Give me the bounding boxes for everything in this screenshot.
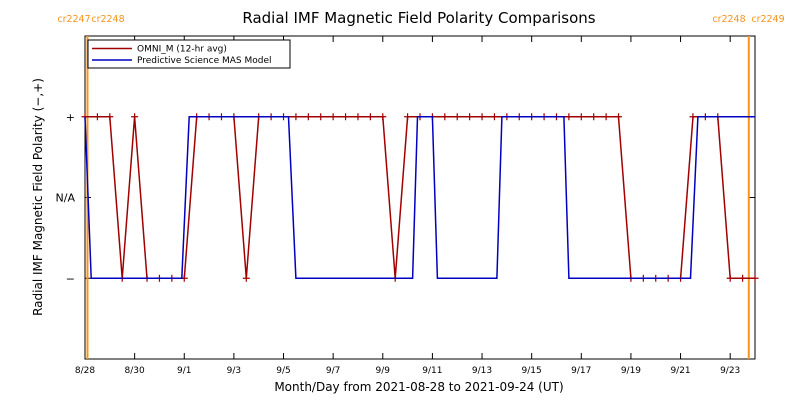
data-point	[106, 113, 114, 121]
data-point	[354, 113, 362, 121]
x-tick-label: 9/9	[376, 366, 391, 376]
chart-title: Radial IMF Magnetic Field Polarity Compa…	[242, 9, 595, 27]
data-point	[292, 113, 300, 121]
carrington-labels-right: cr2248 cr2249	[712, 14, 784, 25]
data-point	[590, 113, 598, 121]
carrington-label: cr2248	[712, 14, 745, 25]
x-tick-label: 9/17	[571, 366, 591, 376]
data-point	[751, 274, 759, 282]
x-tick-label: 9/7	[326, 366, 340, 376]
x-tick-label: 9/5	[276, 366, 290, 376]
data-point	[602, 113, 610, 121]
x-tick-label: 9/15	[522, 366, 542, 376]
data-point	[478, 113, 486, 121]
carrington-markers	[86, 36, 750, 359]
legend: OMNI_M (12-hr avg) Predictive Science MA…	[87, 39, 291, 69]
x-tick-label: 9/23	[720, 366, 740, 376]
data-point	[739, 274, 747, 282]
series-layer	[81, 113, 759, 282]
carrington-labels-left: cr2247 cr2248	[57, 14, 124, 25]
data-point	[453, 113, 461, 121]
data-point	[131, 113, 139, 121]
y-tick-label: +	[66, 111, 75, 124]
y-tick-label: −	[66, 272, 75, 285]
legend-box	[87, 39, 291, 69]
x-tick-label: 9/21	[670, 366, 690, 376]
y-axis: + N/A −	[56, 111, 755, 285]
x-tick-label: 8/28	[75, 366, 95, 376]
x-tick-label: 8/30	[125, 366, 145, 376]
data-point	[726, 274, 734, 282]
x-tick-label: 9/11	[422, 366, 442, 376]
data-point	[342, 113, 350, 121]
data-point	[466, 113, 474, 121]
x-tick-label: 9/13	[472, 366, 492, 376]
x-tick-label: 9/1	[177, 366, 191, 376]
y-tick-label: N/A	[56, 192, 76, 205]
data-point	[379, 113, 387, 121]
x-axis: 8/28 8/30 9/1 9/3 9/5 9/7 9/9 9/11 9/13 9/15 9/17 9…	[75, 36, 740, 376]
carrington-label: cr2249	[751, 14, 784, 25]
data-point	[366, 113, 374, 121]
data-point	[404, 113, 412, 121]
y-axis-label: Radial IMF Magnetic Field Polarity (−,+)	[31, 78, 45, 316]
data-point	[615, 113, 623, 121]
x-tick-label: 9/19	[621, 366, 641, 376]
data-point	[93, 113, 101, 121]
data-point	[441, 113, 449, 121]
series-line-mas	[84, 116, 755, 280]
data-point	[242, 274, 250, 282]
carrington-label: cr2248	[91, 14, 124, 25]
data-point	[689, 113, 697, 121]
legend-entry-omni: OMNI_M (12-hr avg)	[137, 45, 227, 55]
data-point	[565, 113, 573, 121]
data-point	[317, 113, 325, 121]
data-point	[329, 113, 337, 121]
legend-entry-mas: Predictive Science MAS Model	[137, 56, 272, 66]
data-point	[304, 113, 312, 121]
x-axis-label: Month/Day from 2021-08-28 to 2021-09-24 …	[274, 380, 563, 394]
carrington-label: cr2247	[57, 14, 90, 25]
data-point	[490, 113, 498, 121]
x-tick-label: 9/3	[227, 366, 241, 376]
data-point	[577, 113, 585, 121]
